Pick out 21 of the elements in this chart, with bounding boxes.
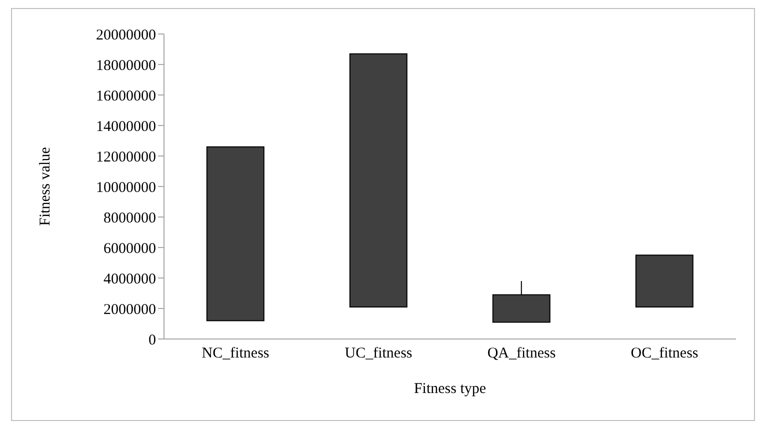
y-tick-label: 0 [148, 332, 156, 348]
y-axis-title: Fitness value [37, 146, 54, 226]
x-tick-label: UC_fitness [344, 346, 412, 362]
y-tick-label: 12000000 [96, 149, 156, 166]
x-tick-label: QA_fitness [487, 346, 556, 362]
x-tick-label: NC_fitness [202, 346, 270, 362]
y-tick-label: 4000000 [104, 271, 156, 288]
x-axis-title: Fitness type [414, 381, 486, 397]
candlestick [349, 53, 408, 308]
candlestick [635, 254, 694, 308]
y-tick-label: 14000000 [96, 118, 156, 135]
y-tick-label: 18000000 [96, 58, 156, 74]
y-tick-label: 20000000 [96, 27, 156, 44]
candlestick [492, 280, 550, 323]
y-tick-label: 10000000 [96, 180, 156, 196]
x-tick-label: OC_fitness [630, 346, 698, 362]
y-tick-label: 2000000 [104, 302, 156, 318]
y-tick-label: 8000000 [104, 210, 156, 226]
candlestick [206, 146, 264, 322]
y-tick-label: 6000000 [104, 240, 156, 257]
y-tick-label: 16000000 [96, 88, 156, 104]
